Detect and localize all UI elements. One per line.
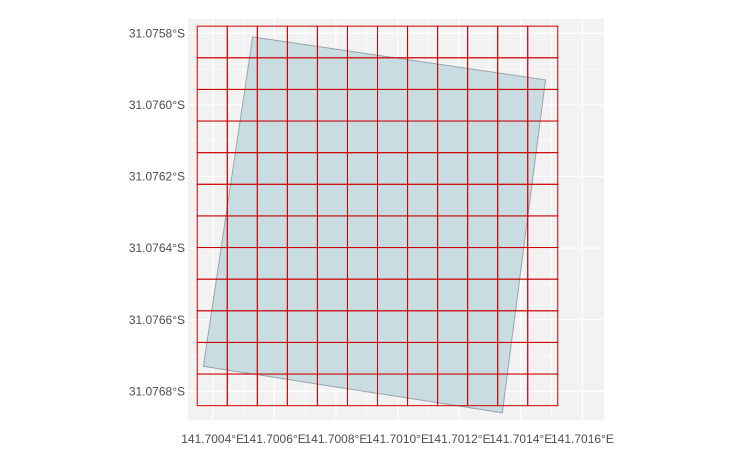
x-tick-label: 141.7010°E xyxy=(366,432,429,446)
y-tick-label: 31.0758°S xyxy=(129,26,185,40)
y-tick-label: 31.0768°S xyxy=(129,384,185,398)
y-tick-label: 31.0764°S xyxy=(129,241,185,255)
x-tick-label: 141.7004°E xyxy=(181,432,244,446)
grid-cells-layer xyxy=(196,25,559,407)
grid-cell xyxy=(527,373,559,407)
x-axis: 141.7004°E141.7006°E141.7008°E141.7010°E… xyxy=(181,432,614,446)
x-tick-label: 141.7014°E xyxy=(489,432,552,446)
x-tick-label: 141.7012°E xyxy=(428,432,491,446)
x-tick-label: 141.7008°E xyxy=(304,432,367,446)
y-tick-label: 31.0760°S xyxy=(129,98,185,112)
y-tick-label: 31.0766°S xyxy=(129,313,185,327)
y-tick-label: 31.0762°S xyxy=(129,170,185,184)
parcel-layer xyxy=(202,36,547,414)
x-tick-label: 141.7006°E xyxy=(243,432,306,446)
x-tick-label: 141.7016°E xyxy=(551,432,614,446)
parcel-polygon xyxy=(202,36,547,414)
y-axis: 31.0758°S 31.0760°S 31.0762°S 31.0764°S 31.0… xyxy=(129,26,185,398)
